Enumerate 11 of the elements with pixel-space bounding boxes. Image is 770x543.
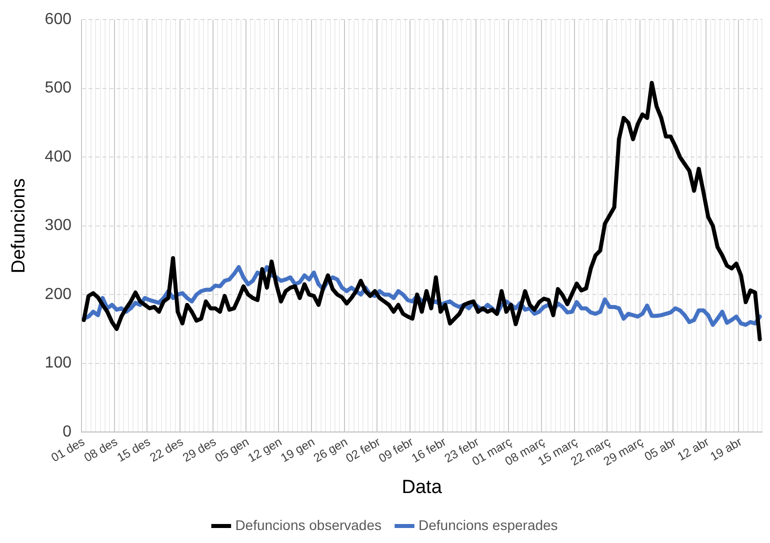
legend-label: Defuncions esperades xyxy=(418,516,558,533)
x-axis-title: Data xyxy=(402,476,442,498)
y-tick-label: 400 xyxy=(44,148,72,166)
y-tick-label: 500 xyxy=(44,80,72,97)
y-tick-label: 200 xyxy=(44,286,72,303)
y-tick-label: 100 xyxy=(44,354,72,372)
y-tick-label: 0 xyxy=(62,423,72,440)
y-axis-title: Defuncions xyxy=(8,178,30,274)
y-tick-label: 300 xyxy=(44,217,72,234)
y-tick-label: 600 xyxy=(44,11,72,28)
legend-label: Defuncions observades xyxy=(235,516,382,533)
